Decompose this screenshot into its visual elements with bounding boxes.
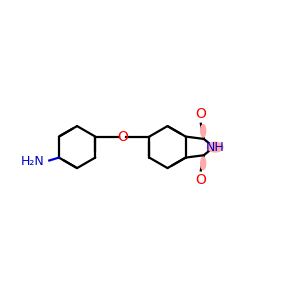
Text: NH: NH [206,141,224,154]
Ellipse shape [200,156,206,170]
Text: O: O [117,130,128,144]
Text: O: O [195,107,206,122]
Text: H₂N: H₂N [21,155,44,169]
Ellipse shape [200,124,206,138]
Text: O: O [195,173,206,187]
Ellipse shape [207,142,224,153]
